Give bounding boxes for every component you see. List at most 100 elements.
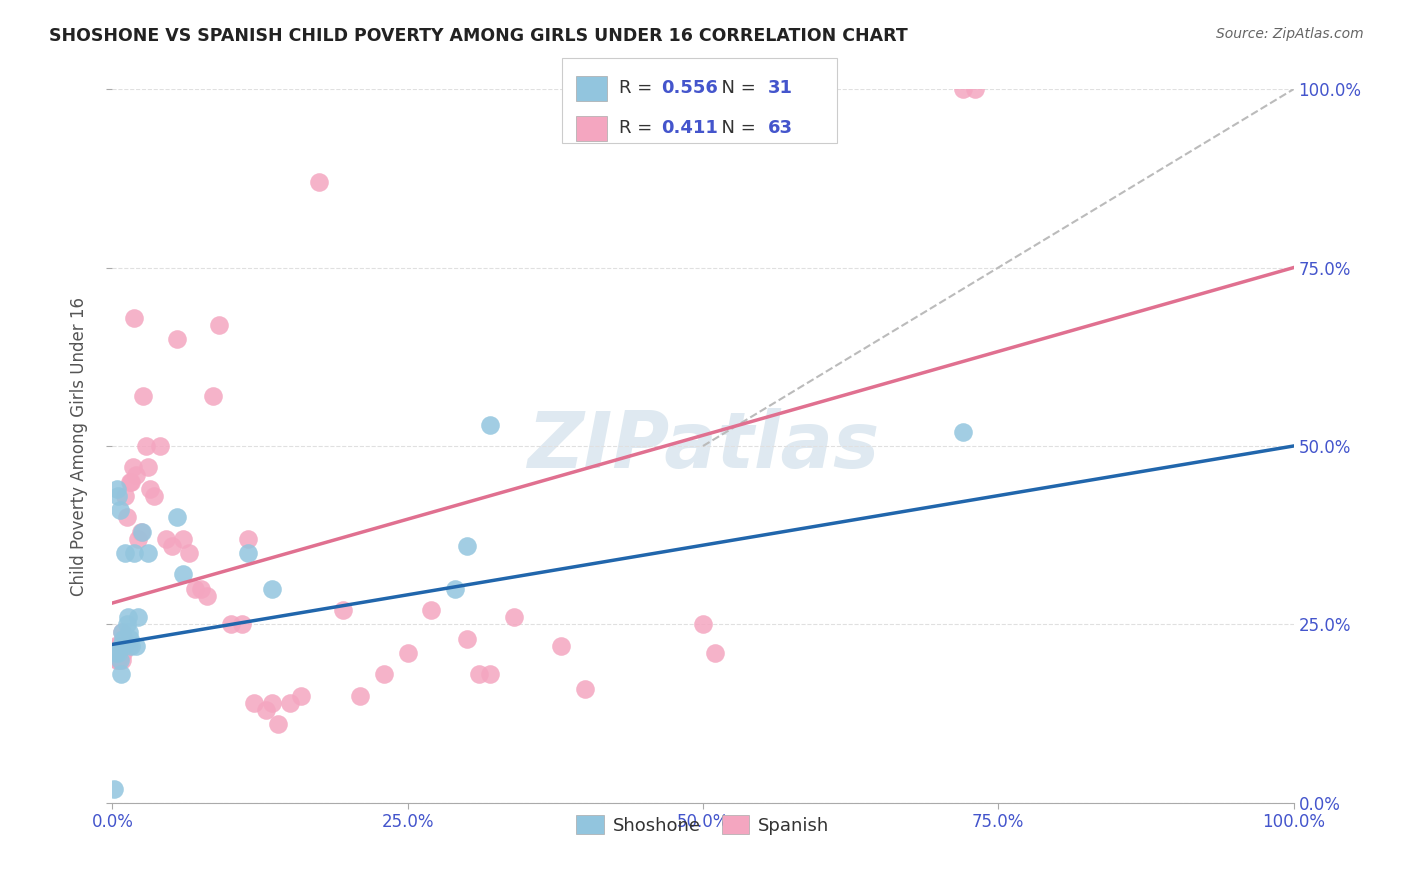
Point (208, 318, 231, 332)
Point (110, 639, 132, 653)
Point (121, 460, 143, 475)
Point (195, 589, 218, 603)
Point (692, 617, 714, 632)
Point (118, 624, 141, 639)
Text: 0.411: 0.411 (661, 120, 717, 137)
Point (105, 646, 128, 660)
Point (349, 689, 371, 703)
Point (456, 539, 478, 553)
Point (107, 489, 129, 503)
Y-axis label: Child Poverty Among Girls Under 16: Child Poverty Among Girls Under 16 (70, 296, 89, 596)
Point (467, 667, 489, 681)
Point (479, 667, 502, 681)
Point (114, 489, 136, 503)
Point (125, 467, 148, 482)
Point (112, 632, 135, 646)
Point (267, 717, 290, 731)
Point (456, 632, 478, 646)
Point (238, 532, 260, 546)
Point (107, 646, 129, 660)
Text: ZIPatlas: ZIPatlas (527, 408, 879, 484)
Point (127, 532, 149, 546)
Point (149, 439, 172, 453)
Point (260, 582, 283, 596)
Point (108, 639, 131, 653)
Point (703, 646, 725, 660)
Point (290, 689, 312, 703)
Point (139, 482, 162, 496)
Point (122, 546, 145, 560)
Text: Source: ZipAtlas.com: Source: ZipAtlas.com (1216, 27, 1364, 41)
Point (160, 539, 183, 553)
Point (110, 667, 132, 681)
Point (111, 624, 134, 639)
Point (166, 332, 188, 346)
Text: 31: 31 (768, 79, 793, 97)
Point (420, 603, 443, 617)
Text: R =: R = (619, 120, 664, 137)
Point (120, 639, 142, 653)
Text: R =: R = (619, 79, 658, 97)
Point (111, 624, 134, 639)
Point (260, 696, 283, 710)
Text: N =: N = (710, 79, 762, 97)
Point (172, 567, 194, 582)
Point (136, 460, 159, 475)
Point (114, 546, 136, 560)
Legend: Shoshone, Spanish: Shoshone, Spanish (568, 806, 838, 844)
Point (120, 632, 142, 646)
Point (308, 175, 330, 189)
Point (952, 425, 974, 439)
Point (118, 639, 141, 653)
Point (574, 681, 596, 696)
Point (479, 417, 502, 432)
Point (108, 503, 131, 517)
Point (444, 582, 467, 596)
Text: 63: 63 (768, 120, 793, 137)
Point (129, 524, 152, 539)
Point (110, 646, 132, 660)
Point (127, 610, 149, 624)
Point (155, 532, 177, 546)
Point (122, 310, 145, 325)
Point (142, 489, 165, 503)
Point (131, 524, 153, 539)
Point (238, 546, 260, 560)
Text: N =: N = (710, 120, 762, 137)
Point (136, 546, 159, 560)
Text: SHOSHONE VS SPANISH CHILD POVERTY AMONG GIRLS UNDER 16 CORRELATION CHART: SHOSHONE VS SPANISH CHILD POVERTY AMONG … (49, 27, 908, 45)
Point (112, 632, 135, 646)
Point (105, 482, 128, 496)
Point (112, 639, 135, 653)
Point (179, 546, 201, 560)
Point (115, 617, 138, 632)
Point (254, 703, 277, 717)
Point (132, 389, 155, 403)
Point (120, 475, 142, 489)
Point (503, 610, 526, 624)
Point (243, 696, 266, 710)
Point (117, 639, 139, 653)
Point (166, 510, 188, 524)
Point (396, 646, 419, 660)
Point (332, 603, 354, 617)
Point (105, 646, 128, 660)
Point (107, 639, 129, 653)
Point (278, 696, 301, 710)
Point (135, 439, 157, 453)
Point (963, 82, 986, 96)
Point (105, 653, 128, 667)
Point (550, 639, 572, 653)
Point (115, 510, 138, 524)
Point (219, 617, 242, 632)
Point (111, 653, 134, 667)
Point (952, 82, 974, 96)
Point (190, 582, 212, 596)
Point (373, 667, 395, 681)
Point (125, 639, 148, 653)
Point (108, 653, 131, 667)
Point (117, 610, 139, 624)
Text: 0.556: 0.556 (661, 79, 717, 97)
Point (231, 617, 253, 632)
Point (112, 646, 135, 660)
